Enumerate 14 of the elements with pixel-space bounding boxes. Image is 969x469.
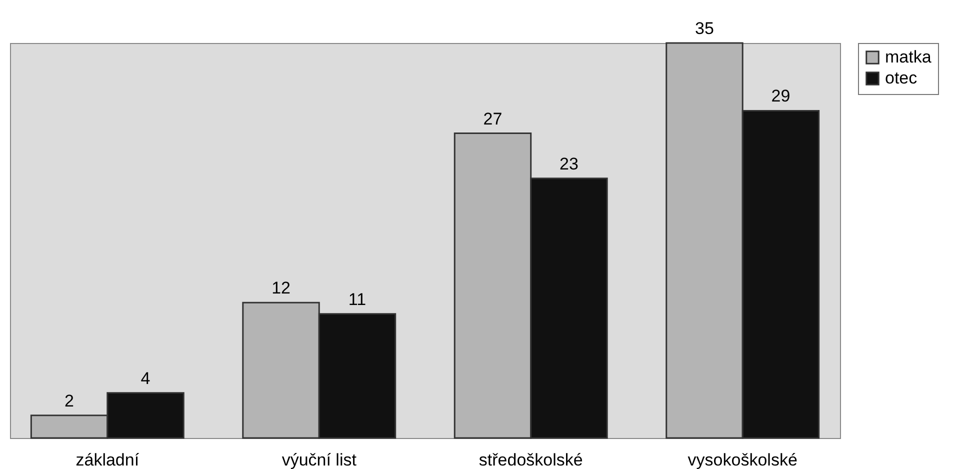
data-label: 11	[348, 290, 366, 309]
legend-label: matka	[885, 48, 932, 66]
legend-label: otec	[885, 68, 918, 88]
x-tick-label: středoškolské	[478, 450, 583, 469]
data-label: 2	[64, 391, 74, 410]
x-tick-label: základní	[76, 450, 140, 469]
data-label: 27	[483, 109, 502, 128]
x-tick-label: výuční list	[282, 450, 357, 469]
data-label: 12	[272, 278, 290, 298]
data-label: 4	[140, 368, 150, 388]
x-tick-label: vysokoškolské	[688, 450, 798, 469]
data-label: 29	[771, 86, 790, 106]
data-label: 23	[560, 154, 578, 174]
data-label: 35	[695, 19, 714, 38]
